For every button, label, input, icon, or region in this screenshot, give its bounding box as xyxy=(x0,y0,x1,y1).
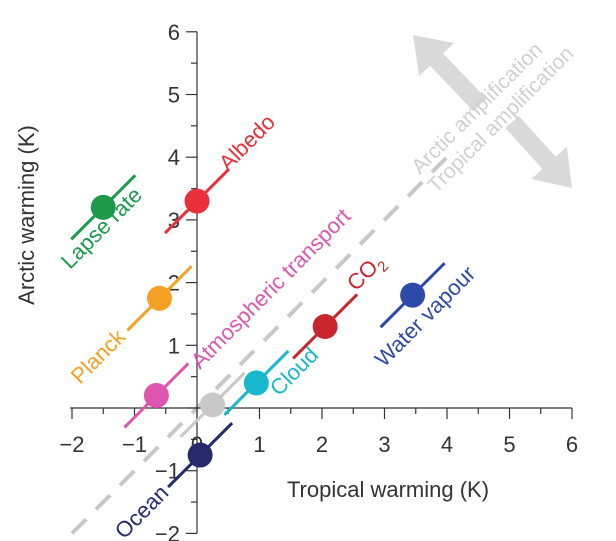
cloud-label: Cloud xyxy=(265,342,323,400)
ocean-point xyxy=(187,442,213,468)
y-tick-label: −2 xyxy=(155,521,180,541)
planck-label: Planck xyxy=(66,323,131,388)
arctic-amplification-arrow xyxy=(413,35,487,112)
albedo-label: Albedo xyxy=(214,109,280,175)
co-point xyxy=(312,313,338,339)
unlabelled-point xyxy=(200,392,226,418)
y-tick-label: 6 xyxy=(168,20,180,45)
tropical-amplification-arrow xyxy=(505,115,572,188)
atmospheric-transport-label: Atmospheric transport xyxy=(186,203,356,373)
x-tick-label: 3 xyxy=(378,432,390,457)
x-axis-label: Tropical warming (K) xyxy=(287,477,489,502)
amplification-arrows xyxy=(413,35,572,188)
one-to-one-dashed-line xyxy=(70,155,449,535)
x-tick-label: 6 xyxy=(566,432,578,457)
lapse-rate-point xyxy=(90,194,116,220)
x-tick-label: −1 xyxy=(122,432,147,457)
y-tick-label: 4 xyxy=(168,145,180,170)
y-axis-label: Arctic warming (K) xyxy=(14,125,39,305)
x-tick-label: −2 xyxy=(59,432,84,457)
y-tick-label: 5 xyxy=(168,83,180,108)
x-tick-label: 5 xyxy=(503,432,515,457)
planck-point xyxy=(147,285,172,311)
water-vapour-label: Water vapour xyxy=(370,261,480,372)
x-tick-label: 2 xyxy=(316,432,328,457)
y-tick-label: 1 xyxy=(168,333,180,358)
atmospheric-transport-point xyxy=(143,382,169,408)
x-tick-label: 1 xyxy=(253,432,265,457)
x-tick-label: 4 xyxy=(441,432,453,457)
cloud-point xyxy=(243,370,269,396)
albedo-point xyxy=(184,188,210,214)
water-vapour-point xyxy=(400,282,426,308)
reference-line xyxy=(70,155,449,535)
